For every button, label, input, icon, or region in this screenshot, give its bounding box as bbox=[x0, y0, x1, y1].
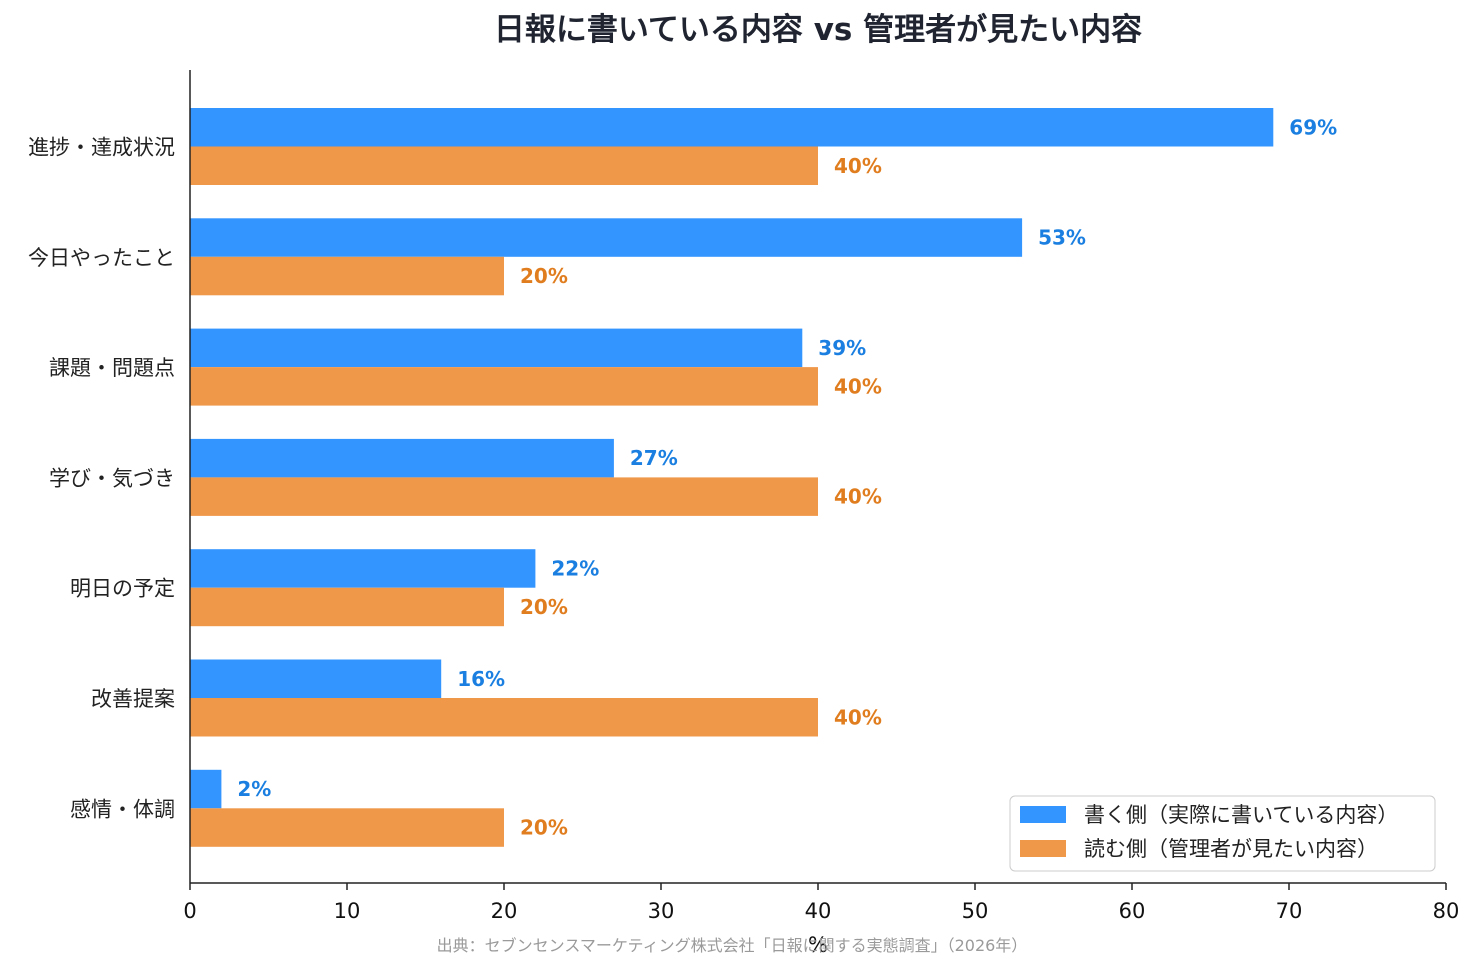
bar-s1-c4 bbox=[190, 587, 504, 627]
legend: 書く側（実際に書いている内容） 読む側（管理者が見たい内容） bbox=[1009, 795, 1436, 872]
legend-label-0: 書く側（実際に書いている内容） bbox=[1084, 803, 1398, 827]
bar-s0-c3 bbox=[190, 438, 614, 478]
category-label-6: 感情・体調 bbox=[70, 797, 175, 821]
legend-swatch-1 bbox=[1020, 840, 1066, 857]
value-label-s0-c5: 16% bbox=[457, 667, 505, 691]
legend-label-1: 読む側（管理者が見たい内容） bbox=[1084, 837, 1378, 861]
bar-s1-c2 bbox=[190, 367, 818, 406]
value-label-s1-c0: 40% bbox=[834, 154, 882, 178]
value-label-s0-c1: 53% bbox=[1038, 226, 1086, 250]
category-label-4: 明日の予定 bbox=[70, 577, 175, 601]
x-tick-label-6: 60 bbox=[1119, 899, 1146, 923]
bar-s1-c0 bbox=[190, 146, 818, 185]
legend-swatch-0 bbox=[1020, 806, 1066, 823]
category-label-0: 進捗・達成状況 bbox=[28, 136, 175, 160]
x-axis-label: % bbox=[808, 933, 828, 957]
x-tick-label-4: 40 bbox=[805, 899, 832, 923]
value-label-s0-c3: 27% bbox=[630, 446, 678, 470]
category-label-1: 今日やったこと bbox=[28, 246, 175, 270]
x-tick-label-7: 70 bbox=[1276, 899, 1303, 923]
bar-s0-c0 bbox=[190, 108, 1274, 147]
category-label-5: 改善提案 bbox=[91, 687, 175, 711]
bars-group bbox=[190, 108, 1274, 847]
x-tick-label-3: 30 bbox=[648, 899, 675, 923]
value-label-s1-c2: 40% bbox=[834, 374, 882, 398]
value-label-s1-c5: 40% bbox=[834, 705, 882, 729]
bar-s0-c2 bbox=[190, 328, 803, 368]
x-tick-label-5: 50 bbox=[962, 899, 989, 923]
chart-title: 日報に書いている内容 vs 管理者が見たい内容 bbox=[494, 12, 1142, 48]
bar-s0-c1 bbox=[190, 218, 1023, 257]
value-label-s0-c0: 69% bbox=[1289, 115, 1337, 139]
bar-s0-c4 bbox=[190, 549, 536, 588]
category-label-2: 課題・問題点 bbox=[49, 356, 175, 380]
bar-s1-c6 bbox=[190, 808, 504, 847]
value-label-s1-c3: 40% bbox=[834, 485, 882, 509]
value-label-s1-c4: 20% bbox=[520, 595, 568, 619]
x-ticks-group: 0 10 20 30 40 50 60 70 80 bbox=[183, 883, 1459, 923]
bar-s0-c6 bbox=[190, 769, 222, 809]
value-label-s1-c6: 20% bbox=[520, 816, 568, 840]
value-label-s1-c1: 20% bbox=[520, 264, 568, 288]
x-tick-label-0: 0 bbox=[183, 899, 196, 923]
x-tick-label-8: 80 bbox=[1433, 899, 1460, 923]
source-note: 出典：セブンセンスマーケティング株式会社「日報に関する実態調査」（2026年） bbox=[437, 936, 1028, 955]
bar-s1-c5 bbox=[190, 698, 818, 737]
bar-s1-c3 bbox=[190, 477, 818, 516]
bar-s1-c1 bbox=[190, 256, 504, 296]
value-label-s0-c4: 22% bbox=[551, 556, 599, 580]
value-labels-group: 69% 40% 53% 20% 39% 40% 27% 40% 22% 20% 16% 40% 2% 20… bbox=[237, 115, 1337, 839]
x-tick-label-1: 10 bbox=[334, 899, 361, 923]
value-label-s0-c2: 39% bbox=[818, 336, 866, 360]
bar-s0-c5 bbox=[190, 659, 442, 698]
value-label-s0-c6: 2% bbox=[237, 777, 271, 801]
x-tick-label-2: 20 bbox=[491, 899, 518, 923]
legend-frame bbox=[1009, 795, 1436, 872]
category-label-3: 学び・気づき bbox=[49, 466, 175, 490]
